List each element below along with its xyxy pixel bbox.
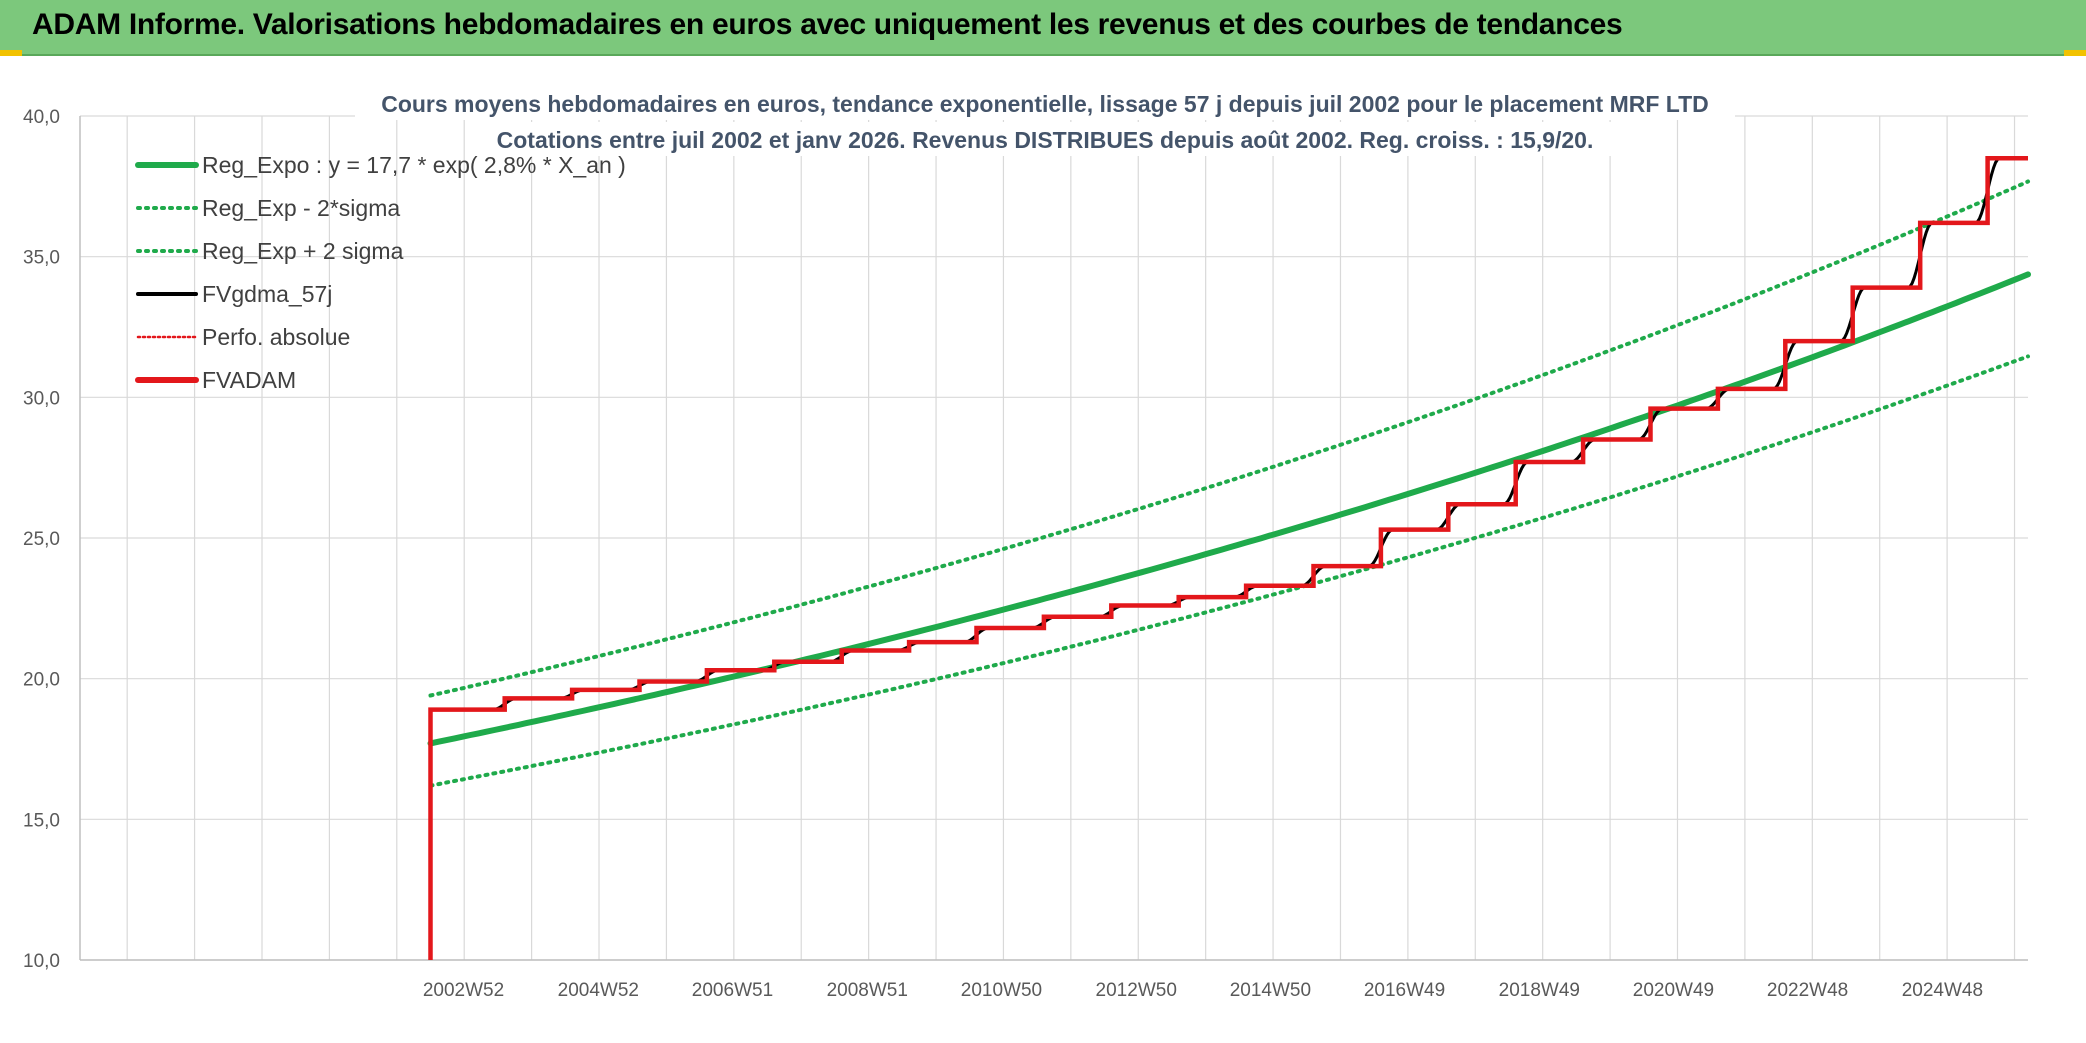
x-tick-label: 2022W48 xyxy=(1767,980,1848,1001)
y-tick-label: 15,0 xyxy=(23,810,60,831)
grid-lines xyxy=(79,115,2028,961)
x-tick-label: 2010W50 xyxy=(961,980,1042,1001)
chart-title: Cours moyens hebdomadaires en euros, ten… xyxy=(381,91,1709,117)
chart-container: 10,0 15,0 20,0 25,0 30,0 35,0 40,0 2002W52 2004… xyxy=(0,56,2086,1038)
legend-fvadam-label: FVADAM xyxy=(202,367,296,393)
legend-trend-label: Reg_Expo : y = 17,7 * exp( 2,8% * X_an ) xyxy=(202,152,626,178)
x-tick-label: 2018W49 xyxy=(1499,980,1580,1001)
chart-subtitle: Cotations entre juil 2002 et janv 2026. … xyxy=(497,127,1594,153)
fvadam-line xyxy=(428,155,2028,960)
chart-titles: Cours moyens hebdomadaires en euros, ten… xyxy=(355,86,1735,156)
x-tick-label: 2004W52 xyxy=(558,980,639,1001)
y-tick-label: 35,0 xyxy=(23,248,60,269)
title-backdrop xyxy=(355,86,1735,120)
legend-fvgdma-label: FVgdma_57j xyxy=(202,281,332,307)
x-tick-label: 2006W51 xyxy=(692,980,773,1001)
x-axis-ticks: 2002W52 2004W52 2006W51 2008W51 2010W50 2012W… xyxy=(423,980,1983,1001)
x-tick-label: 2008W51 xyxy=(827,980,908,1001)
corner-marker-right xyxy=(2064,50,2086,56)
chart-svg: 10,0 15,0 20,0 25,0 30,0 35,0 40,0 2002W52 2004… xyxy=(23,86,2031,1001)
report-title: ADAM Informe. Valorisations hebdomadaire… xyxy=(32,8,1623,41)
trend-upper-band xyxy=(428,179,2030,698)
y-tick-label: 25,0 xyxy=(23,529,60,550)
y-tick-label: 40,0 xyxy=(23,107,60,128)
y-tick-label: 30,0 xyxy=(23,388,60,409)
legend-lower-band-label: Reg_Exp - 2*sigma xyxy=(202,195,400,221)
x-tick-label: 2016W49 xyxy=(1364,980,1445,1001)
x-tick-label: 2002W52 xyxy=(423,980,504,1001)
series-group xyxy=(427,155,2031,960)
legend-upper-band-label: Reg_Exp + 2 sigma xyxy=(202,238,404,264)
fvgdma-line xyxy=(429,156,2028,960)
x-tick-label: 2020W49 xyxy=(1633,980,1714,1001)
x-tick-label: 2024W48 xyxy=(1902,980,1983,1001)
subtitle-backdrop xyxy=(470,122,1620,156)
x-tick-label: 2014W50 xyxy=(1230,980,1311,1001)
y-tick-label: 10,0 xyxy=(23,951,60,972)
x-tick-label: 2012W50 xyxy=(1096,980,1177,1001)
legend-perfo-label: Perfo. absolue xyxy=(202,324,350,350)
y-tick-label: 20,0 xyxy=(23,670,60,691)
trend-line xyxy=(427,271,2031,747)
chart-legend: Reg_Expo : y = 17,7 * exp( 2,8% * X_an )… xyxy=(135,152,626,393)
corner-marker-left xyxy=(0,50,22,56)
y-axis-ticks: 10,0 15,0 20,0 25,0 30,0 35,0 40,0 xyxy=(23,107,60,972)
report-banner: ADAM Informe. Valorisations hebdomadaire… xyxy=(0,0,2086,56)
trend-lower-band xyxy=(428,354,2030,788)
